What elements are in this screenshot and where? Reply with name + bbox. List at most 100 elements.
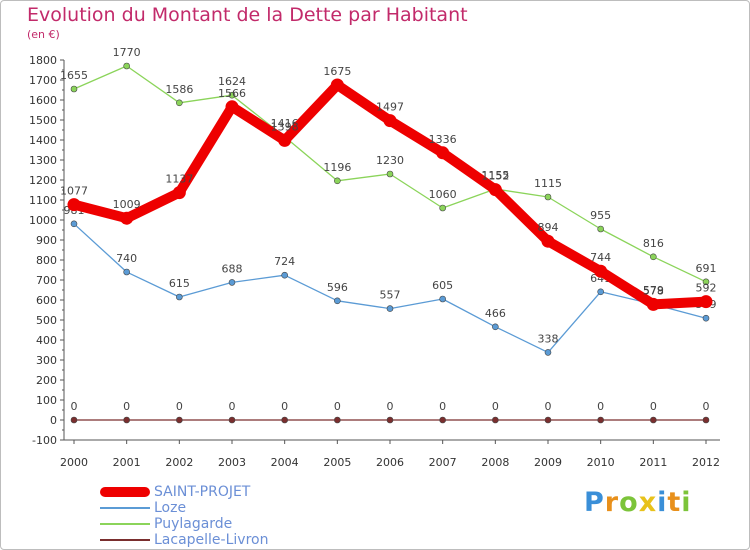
y-tick-label: 1400 — [29, 134, 57, 147]
data-label-lacapelle-livron: 0 — [229, 400, 236, 413]
logo-letter: i — [681, 487, 692, 518]
y-tick-label: 700 — [36, 274, 57, 287]
x-tick-label: 2011 — [639, 456, 667, 469]
data-label-saint-projet: 1009 — [113, 198, 141, 211]
y-tick-label: 300 — [36, 354, 57, 367]
data-label-saint-projet: 1675 — [323, 65, 351, 78]
y-tick-label: 1000 — [29, 214, 57, 227]
data-label-loze: 688 — [222, 262, 243, 275]
y-tick-label: 0 — [50, 414, 57, 427]
data-label-loze: 579 — [643, 284, 664, 297]
data-label-puylagarde: 1586 — [165, 83, 193, 96]
data-label-lacapelle-livron: 0 — [334, 400, 341, 413]
data-label-puylagarde: 1115 — [534, 177, 562, 190]
y-tick-label: 1500 — [29, 114, 57, 127]
data-point-puylagarde — [702, 278, 710, 286]
y-tick-label: 1700 — [29, 74, 57, 87]
legend-label-puylagarde: Puylagarde — [154, 516, 233, 532]
data-label-loze: 596 — [327, 281, 348, 294]
data-point-loze — [386, 305, 394, 312]
chart-subtitle: (en €) — [27, 28, 60, 41]
x-tick-label: 2012 — [692, 456, 720, 469]
data-point-lacapelle-livron — [123, 416, 130, 424]
legend-label-saint-projet: SAINT-PROJET — [154, 484, 251, 500]
data-point-saint-projet — [646, 297, 660, 311]
data-label-saint-projet: 744 — [590, 251, 611, 264]
data-point-lacapelle-livron — [439, 416, 446, 424]
data-point-loze — [228, 279, 236, 286]
data-point-saint-projet — [67, 198, 81, 212]
y-tick-label: 1100 — [29, 194, 57, 207]
data-label-loze: 338 — [538, 332, 559, 345]
data-point-lacapelle-livron — [228, 416, 236, 424]
data-label-puylagarde: 955 — [590, 209, 611, 222]
x-tick-label: 2006 — [376, 456, 404, 469]
x-tick-label: 2001 — [113, 456, 141, 469]
data-point-saint-projet — [436, 146, 450, 160]
data-point-puylagarde — [439, 204, 446, 212]
data-point-saint-projet — [699, 295, 713, 309]
data-point-lacapelle-livron — [650, 416, 657, 424]
data-label-saint-projet: 1137 — [165, 173, 193, 186]
y-tick-label: 1800 — [29, 54, 57, 67]
data-point-puylagarde — [544, 193, 552, 201]
legend-swatch-loze — [100, 507, 150, 509]
data-label-lacapelle-livron: 0 — [387, 400, 394, 413]
data-point-loze — [544, 349, 552, 356]
x-tick-label: 2002 — [165, 456, 193, 469]
logo-letter: o — [619, 487, 639, 518]
x-tick-label: 2003 — [218, 456, 246, 469]
data-point-lacapelle-livron — [492, 416, 499, 424]
y-tick-label: 200 — [36, 374, 57, 387]
legend-swatch-puylagarde — [100, 523, 150, 525]
data-point-saint-projet — [278, 133, 292, 147]
logo-letter: t — [667, 487, 682, 518]
data-label-saint-projet: 1497 — [376, 101, 404, 114]
legend-label-lacapelle-livron: Lacapelle-Livron — [154, 532, 269, 548]
data-point-saint-projet — [330, 78, 344, 92]
x-tick-label: 2005 — [323, 456, 351, 469]
data-point-saint-projet — [541, 234, 555, 248]
data-label-saint-projet: 1398 — [271, 120, 299, 133]
data-point-puylagarde — [650, 253, 657, 261]
legend-label-loze: Loze — [154, 500, 187, 516]
data-label-lacapelle-livron: 0 — [281, 400, 288, 413]
data-point-loze — [492, 323, 499, 331]
data-label-puylagarde: 1770 — [113, 46, 141, 59]
data-point-loze — [123, 268, 130, 276]
data-point-lacapelle-livron — [281, 416, 288, 424]
legend-swatch-lacapelle-livron — [100, 539, 150, 541]
y-tick-label: 1300 — [29, 154, 57, 167]
data-label-lacapelle-livron: 0 — [492, 400, 499, 413]
data-point-puylagarde — [334, 177, 341, 185]
data-label-puylagarde: 1624 — [218, 75, 246, 88]
data-point-loze — [702, 314, 710, 322]
x-tick-label: 2008 — [481, 456, 509, 469]
data-point-puylagarde — [597, 225, 604, 233]
data-label-loze: 466 — [485, 307, 506, 320]
data-label-saint-projet: 894 — [538, 221, 559, 234]
y-tick-label: 1600 — [29, 94, 57, 107]
y-tick-label: 1200 — [29, 174, 57, 187]
data-label-lacapelle-livron: 0 — [71, 400, 78, 413]
data-label-loze: 740 — [116, 252, 137, 265]
chart-title: Evolution du Montant de la Dette par Hab… — [27, 4, 468, 26]
data-label-saint-projet: 578 — [643, 284, 664, 297]
x-tick-label: 2000 — [60, 456, 88, 469]
data-label-saint-projet: 1152 — [481, 170, 509, 183]
data-label-puylagarde: 691 — [696, 262, 717, 275]
data-label-loze: 615 — [169, 277, 190, 290]
x-tick-label: 2007 — [429, 456, 457, 469]
y-tick-label: 900 — [36, 234, 57, 247]
x-tick-label: 2009 — [534, 456, 562, 469]
data-point-saint-projet — [172, 186, 186, 200]
data-point-loze — [176, 293, 183, 301]
data-label-puylagarde: 1230 — [376, 154, 404, 167]
x-tick-label: 2004 — [271, 456, 299, 469]
data-label-lacapelle-livron: 0 — [545, 400, 552, 413]
logo-letter: P — [584, 487, 605, 518]
y-tick-label: 400 — [36, 334, 57, 347]
data-point-loze — [70, 220, 78, 228]
